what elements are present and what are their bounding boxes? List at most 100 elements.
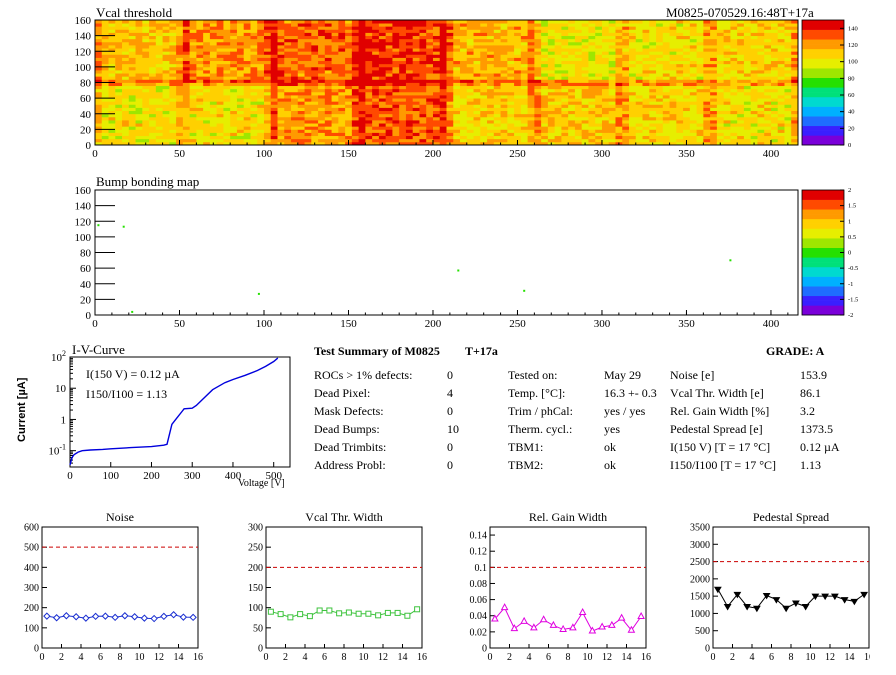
heatmap-cell bbox=[710, 101, 718, 105]
heatmap-cell bbox=[683, 23, 691, 27]
heatmap-cell bbox=[338, 107, 346, 112]
heatmap-cell bbox=[710, 35, 718, 40]
heatmap-cell bbox=[568, 63, 576, 68]
heatmap-cell bbox=[223, 85, 231, 90]
heatmap-cell bbox=[230, 141, 238, 146]
heatmap-cell bbox=[311, 82, 319, 87]
heatmap-cell bbox=[149, 38, 157, 43]
heatmap-cell bbox=[176, 26, 184, 30]
heatmap-cell bbox=[277, 45, 285, 49]
heatmap-cell bbox=[291, 113, 299, 118]
heatmap-cell bbox=[392, 98, 400, 102]
heatmap-cell bbox=[108, 51, 116, 55]
heatmap-cell bbox=[730, 51, 738, 55]
heatmap-cell bbox=[216, 135, 224, 140]
heatmap-cell bbox=[777, 70, 785, 74]
heatmap-cell bbox=[791, 141, 799, 146]
heatmap-cell bbox=[189, 41, 197, 46]
heatmap-cell bbox=[561, 73, 569, 77]
heatmap-cell bbox=[304, 57, 312, 62]
heatmap-cell bbox=[149, 85, 157, 90]
heatmap-cell bbox=[365, 57, 373, 62]
heatmap-cell bbox=[547, 73, 556, 77]
heatmap-cell bbox=[304, 32, 312, 37]
heatmap-cell bbox=[487, 41, 495, 46]
per-roc-point bbox=[277, 611, 284, 618]
heatmap-cell bbox=[419, 57, 427, 62]
heatmap-cell bbox=[669, 104, 677, 108]
heatmap-cell bbox=[642, 66, 650, 71]
heatmap-cell bbox=[162, 60, 170, 65]
heatmap-cell bbox=[358, 129, 366, 133]
heatmap-cell bbox=[203, 20, 211, 24]
heatmap-cell bbox=[270, 123, 278, 127]
heatmap-cell bbox=[135, 138, 143, 143]
heatmap-cell bbox=[723, 116, 731, 121]
heatmap-cell bbox=[209, 129, 218, 133]
heatmap-cell bbox=[737, 35, 745, 40]
heatmap-cell bbox=[304, 35, 312, 40]
heatmap-cell bbox=[473, 23, 481, 27]
heatmap-cell bbox=[182, 85, 191, 90]
heatmap-cell bbox=[338, 41, 346, 46]
heatmap-cell bbox=[696, 29, 704, 33]
heatmap-cell bbox=[730, 29, 738, 33]
heatmap-cell bbox=[432, 57, 441, 62]
heatmap-cell bbox=[392, 41, 400, 46]
heatmap-cell bbox=[149, 29, 157, 33]
heatmap-cell bbox=[601, 126, 610, 130]
heatmap-cell bbox=[203, 88, 211, 93]
heatmap-cell bbox=[216, 116, 224, 121]
heatmap-cell bbox=[257, 63, 265, 68]
heatmap-cell bbox=[770, 48, 779, 52]
heatmap-cell bbox=[432, 70, 441, 74]
heatmap-cell bbox=[601, 48, 610, 52]
heatmap-cell bbox=[635, 138, 643, 143]
per-roc-x-tick-label: 4 bbox=[79, 652, 84, 663]
hm-colorbar-cell bbox=[802, 92, 844, 98]
heatmap-cell bbox=[534, 132, 542, 137]
heatmap-cell bbox=[108, 35, 116, 40]
heatmap-cell bbox=[750, 123, 758, 127]
heatmap-cell bbox=[405, 29, 414, 33]
heatmap-cell bbox=[250, 73, 258, 77]
per-roc-point bbox=[569, 623, 577, 631]
heatmap-cell bbox=[115, 26, 123, 30]
heatmap-cell bbox=[710, 76, 718, 80]
heatmap-cell bbox=[649, 20, 657, 24]
heatmap-cell bbox=[716, 23, 725, 27]
heatmap-cell bbox=[270, 51, 278, 55]
heatmap-cell bbox=[487, 26, 495, 30]
heatmap-cell bbox=[351, 135, 360, 140]
heatmap-cell bbox=[162, 135, 170, 140]
heatmap-cell bbox=[581, 45, 589, 49]
per-roc-point bbox=[62, 612, 71, 620]
heatmap-cell bbox=[378, 35, 387, 40]
heatmap-cell bbox=[629, 120, 637, 124]
heatmap-cell bbox=[487, 110, 495, 115]
heatmap-cell bbox=[284, 63, 292, 68]
bb-x-tick-label: 50 bbox=[174, 318, 186, 330]
heatmap-cell bbox=[412, 73, 420, 77]
heatmap-cell bbox=[710, 95, 718, 99]
heatmap-cell bbox=[574, 48, 583, 52]
heatmap-cell bbox=[257, 32, 265, 37]
heatmap-cell bbox=[696, 45, 704, 49]
heatmap-cell bbox=[500, 54, 508, 58]
heatmap-cell bbox=[257, 79, 265, 83]
heatmap-cell bbox=[155, 32, 163, 37]
hm-x-tick-label: 350 bbox=[678, 148, 695, 160]
heatmap-cell bbox=[770, 79, 779, 83]
heatmap-cell bbox=[257, 126, 265, 130]
heatmap-cell bbox=[737, 132, 745, 137]
heatmap-cell bbox=[656, 60, 664, 65]
heatmap-cell bbox=[683, 91, 691, 96]
heatmap-cell bbox=[345, 66, 353, 71]
heatmap-cell bbox=[95, 60, 103, 65]
summary-value: 3.2 bbox=[800, 404, 815, 418]
per-roc-point bbox=[617, 613, 626, 621]
heatmap-cell bbox=[412, 29, 420, 33]
heatmap-cell bbox=[507, 126, 515, 130]
heatmap-cell bbox=[405, 60, 414, 65]
heatmap-cell bbox=[95, 79, 103, 83]
